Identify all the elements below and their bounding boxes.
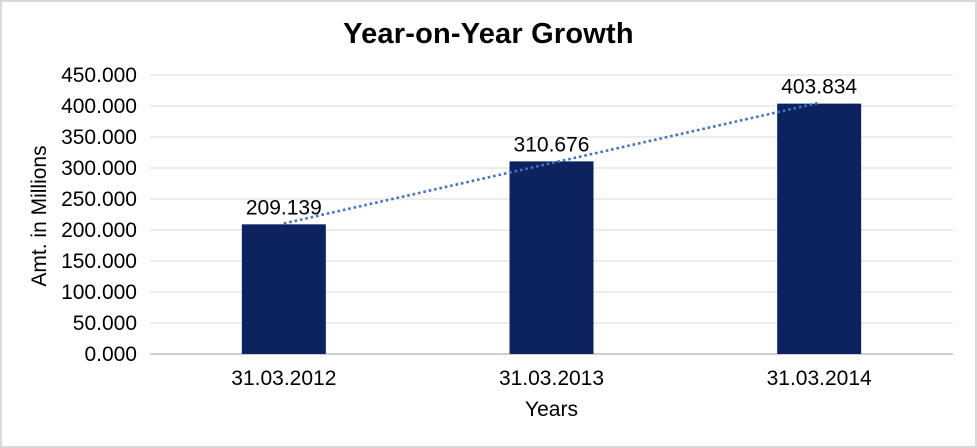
y-tick-label: 350.000 bbox=[61, 126, 137, 149]
y-tick-label: 0.000 bbox=[84, 343, 137, 366]
x-tick-label: 31.03.2012 bbox=[231, 367, 336, 390]
bar-value-label: 310.676 bbox=[514, 133, 590, 156]
y-tick-label: 450.000 bbox=[61, 64, 137, 87]
bar-31.03.2014 bbox=[777, 103, 862, 354]
x-tick-label: 31.03.2013 bbox=[499, 367, 604, 390]
trendline bbox=[283, 101, 820, 225]
y-tick-label: 150.000 bbox=[61, 250, 137, 273]
y-tick-label: 250.000 bbox=[61, 188, 137, 211]
bar-value-label: 403.834 bbox=[781, 76, 857, 99]
bar-31.03.2012 bbox=[241, 224, 326, 354]
bar-31.03.2013 bbox=[509, 161, 594, 354]
y-tick-label: 400.000 bbox=[61, 95, 137, 118]
y-tick-label: 100.000 bbox=[61, 281, 137, 304]
bar-value-label: 209.139 bbox=[246, 196, 322, 219]
x-axis-title: Years bbox=[525, 398, 578, 421]
y-tick-label: 200.000 bbox=[61, 219, 137, 242]
y-tick-label: 50.000 bbox=[73, 312, 137, 335]
y-tick-label: 300.000 bbox=[61, 157, 137, 180]
chart-title: Year-on-Year Growth bbox=[343, 18, 634, 50]
x-tick-label: 31.03.2014 bbox=[767, 367, 872, 390]
